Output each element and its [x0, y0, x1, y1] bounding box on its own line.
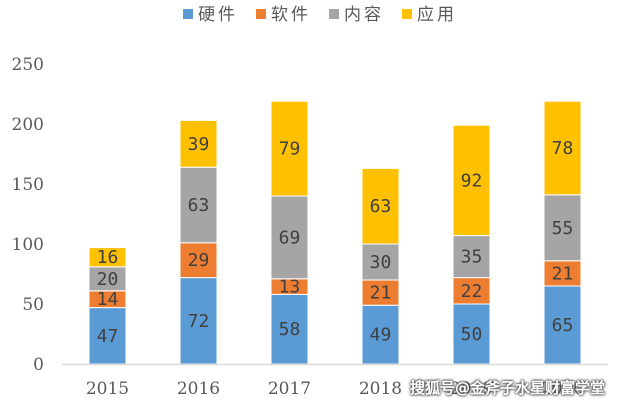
data-label: 14 [97, 289, 119, 310]
bar-segment [543, 260, 582, 287]
legend-label: 软件 [271, 5, 311, 25]
x-tick-label: 2016 [177, 379, 220, 399]
data-label: 63 [188, 195, 210, 216]
x-tick-label: 2017 [268, 379, 311, 399]
bar-segment [179, 277, 218, 365]
data-label: 13 [279, 277, 301, 298]
bar-segment [270, 195, 309, 280]
x-tick-label: 2020 [541, 379, 584, 399]
legend-label: 应用 [417, 5, 457, 25]
bar-segment [452, 235, 491, 279]
bar-segment [270, 293, 309, 365]
bar-segment [179, 119, 218, 168]
bar-segment [88, 247, 127, 268]
data-label: 21 [370, 283, 392, 304]
legend-swatch [329, 9, 339, 19]
legend-swatch [402, 9, 412, 19]
data-label: 35 [461, 247, 483, 268]
data-label: 30 [370, 252, 392, 273]
bar-segment [543, 285, 582, 365]
data-label: 47 [97, 326, 119, 347]
data-label: 39 [188, 134, 210, 155]
y-tick-label: 100 [12, 235, 44, 255]
data-label: 78 [552, 138, 574, 159]
y-tick-label: 150 [12, 175, 44, 195]
legend-swatch [183, 9, 193, 19]
data-label: 58 [279, 319, 301, 340]
bar-segment [452, 277, 491, 305]
data-label: 55 [552, 218, 574, 239]
x-tick-label: 2018 [359, 379, 402, 399]
x-tick-label: 2019 [450, 379, 493, 399]
x-tick-label: 2015 [86, 379, 129, 399]
legend-label: 内容 [344, 5, 384, 25]
bar-segment [543, 100, 582, 196]
bar-segment [179, 166, 218, 244]
legend-swatch [256, 9, 266, 19]
y-tick-label: 50 [22, 295, 44, 315]
data-label: 21 [552, 263, 574, 284]
data-label: 72 [188, 311, 210, 332]
data-label: 29 [188, 250, 210, 271]
data-label: 63 [370, 196, 392, 217]
data-label: 16 [97, 247, 119, 268]
data-label: 49 [370, 325, 392, 346]
legend-label: 硬件 [198, 5, 238, 25]
y-tick-label: 0 [33, 355, 44, 375]
x-axis: 2015 2016 2017 2018 2019 2020 [62, 363, 608, 399]
data-label: 79 [279, 139, 301, 160]
bar-segment [88, 307, 127, 365]
bar-segment [452, 124, 491, 237]
data-label: 92 [461, 170, 483, 191]
data-label: 69 [279, 227, 301, 248]
legend: 硬件 软件 内容 应用 [183, 5, 457, 25]
watermark: 搜狐号@金斧子水星财富学堂 [410, 379, 606, 397]
bar-segment [270, 100, 309, 197]
data-label: 20 [97, 269, 119, 290]
bar-segment [452, 303, 491, 365]
data-label: 50 [461, 324, 483, 345]
bar-segment [361, 243, 400, 281]
data-label: 22 [461, 281, 483, 302]
bar-segment [361, 167, 400, 245]
bar-segment [543, 194, 582, 262]
y-tick-label: 250 [12, 55, 44, 75]
y-axis: 0 50 100 150 200 250 [12, 55, 44, 375]
data-label: 65 [552, 315, 574, 336]
y-tick-label: 200 [12, 115, 44, 135]
